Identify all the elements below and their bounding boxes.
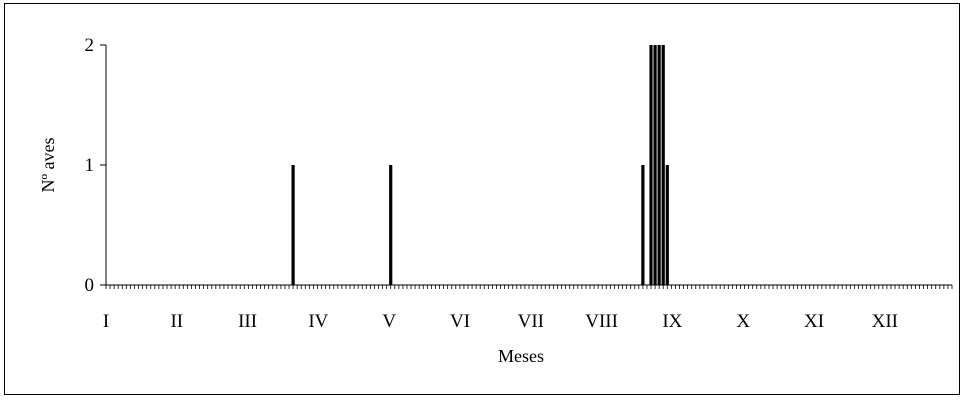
x-month-label: I bbox=[103, 311, 109, 332]
x-axis-title: Meses bbox=[498, 346, 544, 366]
x-month-label: VIII bbox=[585, 311, 618, 332]
y-tick-label: 1 bbox=[85, 155, 95, 176]
x-month-label: VII bbox=[518, 311, 544, 332]
x-month-label: VI bbox=[450, 311, 470, 332]
x-month-label: IX bbox=[662, 311, 682, 332]
x-month-label: XII bbox=[872, 311, 898, 332]
x-month-label: III bbox=[238, 311, 257, 332]
bar bbox=[657, 45, 661, 285]
y-tick-label: 0 bbox=[85, 275, 95, 296]
y-tick-label: 2 bbox=[85, 35, 95, 56]
bar bbox=[641, 165, 645, 285]
y-axis-title: Nº aves bbox=[38, 137, 58, 192]
x-month-label: X bbox=[736, 311, 750, 332]
bar bbox=[389, 165, 393, 285]
bar bbox=[649, 45, 653, 285]
x-month-label: II bbox=[170, 311, 183, 332]
x-month-label: V bbox=[382, 311, 396, 332]
bar bbox=[291, 165, 295, 285]
x-month-label: IV bbox=[308, 311, 328, 332]
chart-border bbox=[4, 3, 960, 395]
bar bbox=[665, 165, 669, 285]
bar bbox=[661, 45, 665, 285]
bar bbox=[653, 45, 657, 285]
x-month-label: XI bbox=[804, 311, 824, 332]
